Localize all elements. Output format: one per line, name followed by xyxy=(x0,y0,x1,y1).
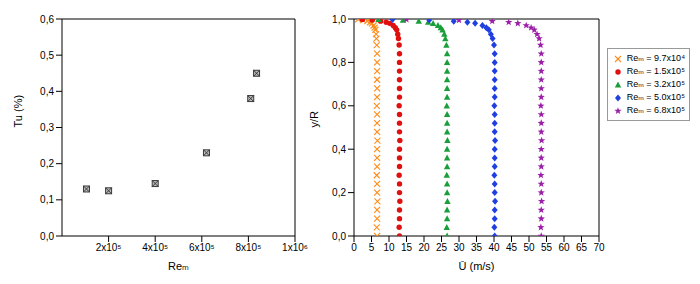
svg-text:40: 40 xyxy=(488,242,500,253)
html-text:Reₘ = 3.2x10⁵: Reₘ = 3.2x10⁵ xyxy=(626,79,685,89)
svg-text:0,3: 0,3 xyxy=(40,122,54,133)
svg-text:0,0: 0,0 xyxy=(40,231,54,242)
svg-text:0,2: 0,2 xyxy=(40,158,54,169)
svg-text:70: 70 xyxy=(593,242,605,253)
svg-text:60: 60 xyxy=(558,242,570,253)
svg-text:0,2: 0,2 xyxy=(332,187,346,198)
svg-text:35: 35 xyxy=(471,242,483,253)
svg-text:30: 30 xyxy=(453,242,465,253)
svg-text:65: 65 xyxy=(576,242,588,253)
svg-text:8x10⁵: 8x10⁵ xyxy=(235,242,261,253)
svg-text:1x10⁶: 1x10⁶ xyxy=(282,242,308,253)
svg-text:0,6: 0,6 xyxy=(40,14,54,25)
svg-text:25: 25 xyxy=(436,242,448,253)
svg-text:0,5: 0,5 xyxy=(40,50,54,61)
html-text:Reₘ = 1.5x10⁵: Reₘ = 1.5x10⁵ xyxy=(626,66,685,76)
svg-text:0,1: 0,1 xyxy=(40,194,54,205)
svg-text:15: 15 xyxy=(401,242,413,253)
svg-text:0,0: 0,0 xyxy=(332,231,346,242)
svg-text:0,4: 0,4 xyxy=(40,86,54,97)
svg-text:5: 5 xyxy=(369,242,375,253)
svg-text:Ū (m/s): Ū (m/s) xyxy=(458,260,494,272)
svg-text:4x10⁵: 4x10⁵ xyxy=(142,242,168,253)
svg-text:2x10⁵: 2x10⁵ xyxy=(96,242,122,253)
svg-text:0,4: 0,4 xyxy=(332,144,346,155)
svg-text:y/R: y/R xyxy=(308,111,320,128)
svg-text:45: 45 xyxy=(506,242,518,253)
svg-text:1,0: 1,0 xyxy=(332,14,346,25)
svg-text:0,8: 0,8 xyxy=(332,57,346,68)
svg-text:10: 10 xyxy=(383,242,395,253)
svg-text:55: 55 xyxy=(541,242,553,253)
html-text:Reₘ = 6.8x10⁵: Reₘ = 6.8x10⁵ xyxy=(626,105,685,115)
svg-text:Tu (%): Tu (%) xyxy=(12,95,24,128)
html-text:Reₘ = 5.0x10⁵: Reₘ = 5.0x10⁵ xyxy=(626,92,685,102)
svg-text:6x10⁵: 6x10⁵ xyxy=(189,242,215,253)
html-text:Reₘ = 9.7x10⁴: Reₘ = 9.7x10⁴ xyxy=(626,53,685,63)
svg-text:0,6: 0,6 xyxy=(332,100,346,111)
svg-text:20: 20 xyxy=(418,242,430,253)
svg-text:Reₘ: Reₘ xyxy=(168,260,189,272)
svg-text:50: 50 xyxy=(523,242,535,253)
svg-text:0: 0 xyxy=(351,242,357,253)
